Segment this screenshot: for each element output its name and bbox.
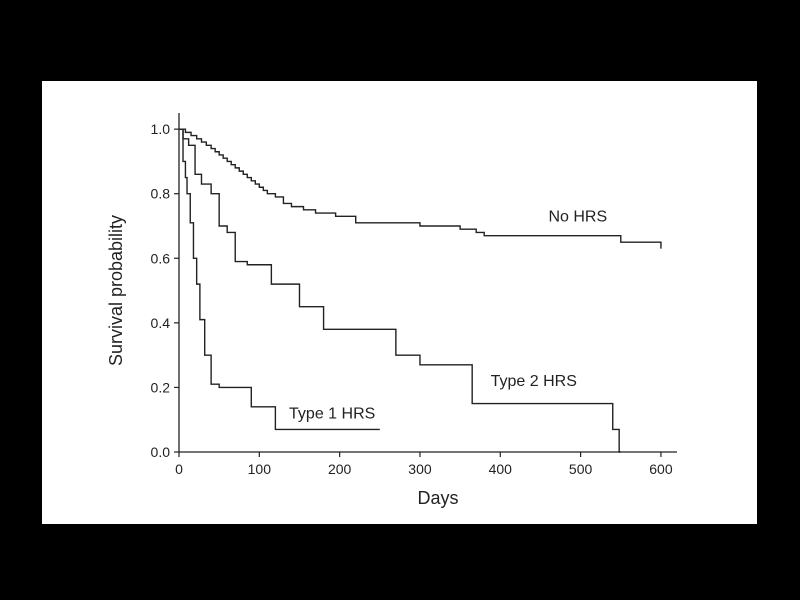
series-line-type-2-hrs bbox=[179, 128, 621, 453]
x-tick-label: 200 bbox=[328, 461, 352, 477]
y-tick-label: 1.0 bbox=[151, 121, 171, 137]
y-tick-label: 0.4 bbox=[151, 315, 171, 331]
x-tick-label: 0 bbox=[175, 461, 183, 477]
x-tick-label: 100 bbox=[248, 461, 272, 477]
x-ticks: 0 100 200 300 400 500 600 bbox=[175, 452, 673, 477]
x-tick-label: 400 bbox=[489, 461, 513, 477]
axes bbox=[178, 113, 677, 453]
series-line-no-hrs bbox=[179, 128, 662, 249]
series-label-type-1-hrs: Type 1 HRS bbox=[289, 405, 375, 422]
series-line-type-1-hrs bbox=[179, 128, 380, 431]
x-axis-title: Days bbox=[417, 488, 458, 508]
y-axis-title: Survival probability bbox=[106, 215, 126, 366]
x-tick-label: 600 bbox=[649, 461, 673, 477]
y-tick-label: 0.2 bbox=[151, 379, 171, 395]
series-label-no-hrs: No HRS bbox=[548, 208, 607, 225]
series-group bbox=[179, 128, 662, 453]
y-tick-label: 0.0 bbox=[151, 444, 171, 460]
y-ticks: 0.0 0.2 0.4 0.6 0.8 1.0 bbox=[151, 121, 179, 460]
series-label-type-2-hrs: Type 2 HRS bbox=[491, 373, 577, 390]
series-labels: No HRS Type 2 HRS Type 1 HRS bbox=[289, 208, 607, 422]
y-tick-label: 0.8 bbox=[151, 186, 171, 202]
chart-panel: 0.0 0.2 0.4 0.6 0.8 1.0 0 100 200 300 400 500 600 N… bbox=[42, 81, 757, 524]
y-tick-label: 0.6 bbox=[151, 250, 171, 266]
x-tick-label: 300 bbox=[408, 461, 432, 477]
x-tick-label: 500 bbox=[569, 461, 593, 477]
survival-chart: 0.0 0.2 0.4 0.6 0.8 1.0 0 100 200 300 400 500 600 N… bbox=[106, 113, 677, 508]
